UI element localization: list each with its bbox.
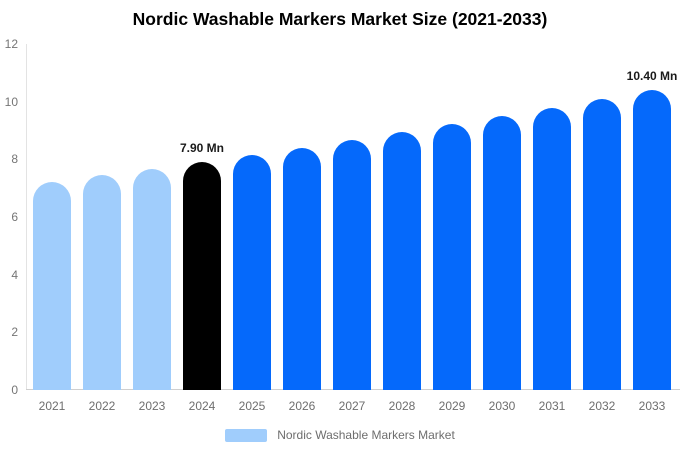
bar-2032 (583, 98, 621, 390)
bar-2025 (233, 154, 271, 390)
chart-title: Nordic Washable Markers Market Size (202… (132, 9, 548, 29)
x-tick-2028: 2028 (388, 399, 416, 413)
x-tick-2021: 2021 (38, 399, 66, 413)
y-tick-2: 2 (11, 325, 18, 340)
bar-2028 (383, 132, 421, 390)
bar-2024 (183, 162, 221, 390)
legend-swatch (225, 428, 268, 442)
bar-value-label-2033: 10.40 Mn (626, 68, 678, 83)
bar-2026 (283, 147, 321, 390)
x-tick-2027: 2027 (338, 399, 366, 413)
x-tick-2032: 2032 (588, 399, 616, 413)
x-tick-2024: 2024 (188, 399, 216, 413)
x-tick-2030: 2030 (488, 399, 516, 413)
bar-2031 (533, 107, 571, 390)
y-tick-8: 8 (11, 152, 18, 167)
y-tick-12: 12 (4, 36, 18, 51)
bar-2027 (333, 140, 371, 390)
x-tick-2033: 2033 (638, 399, 666, 413)
legend: Nordic Washable Markers Market (0, 427, 680, 443)
bar-2022 (83, 175, 121, 390)
y-tick-0: 0 (11, 383, 18, 397)
y-axis-line (26, 44, 27, 390)
bar-2023 (133, 169, 171, 390)
bar-2021 (33, 182, 71, 390)
y-tick-10: 10 (4, 94, 18, 109)
y-tick-6: 6 (11, 209, 18, 224)
legend-label: Nordic Washable Markers Market (277, 428, 455, 442)
bar-2030 (483, 116, 521, 390)
y-tick-4: 4 (11, 267, 18, 282)
x-tick-2022: 2022 (88, 399, 116, 413)
x-tick-2023: 2023 (138, 399, 166, 413)
x-tick-2031: 2031 (538, 399, 566, 413)
x-tick-2029: 2029 (438, 399, 466, 413)
x-tick-2025: 2025 (238, 399, 266, 413)
bar-value-label-2024: 7.90 Mn (179, 141, 224, 156)
x-tick-2026: 2026 (288, 399, 316, 413)
bar-2029 (433, 124, 471, 390)
bar-2033 (633, 89, 671, 390)
